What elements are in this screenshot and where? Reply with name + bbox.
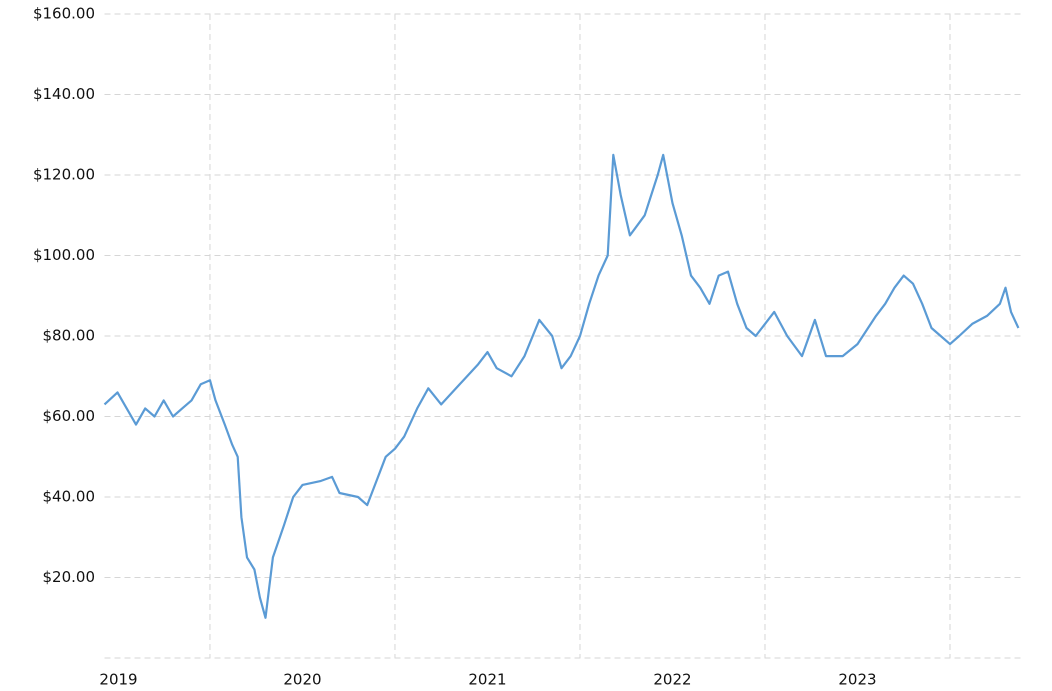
y-tick-label: $40.00 xyxy=(43,488,96,506)
x-tick-label: 2020 xyxy=(283,671,321,689)
y-tick-label: $120.00 xyxy=(33,166,95,184)
y-tick-label: $80.00 xyxy=(43,327,96,345)
y-tick-label: $160.00 xyxy=(33,5,95,23)
price-line xyxy=(103,153,1020,619)
y-tick-label: $60.00 xyxy=(43,407,96,425)
x-tick-label: 2023 xyxy=(838,671,876,689)
y-tick-label: $100.00 xyxy=(33,246,95,264)
y-tick-label: $20.00 xyxy=(43,568,96,586)
x-tick-label: 2022 xyxy=(653,671,691,689)
y-tick-label: $140.00 xyxy=(33,85,95,103)
x-tick-label: 2019 xyxy=(99,671,137,689)
x-tick-label: 2021 xyxy=(468,671,506,689)
